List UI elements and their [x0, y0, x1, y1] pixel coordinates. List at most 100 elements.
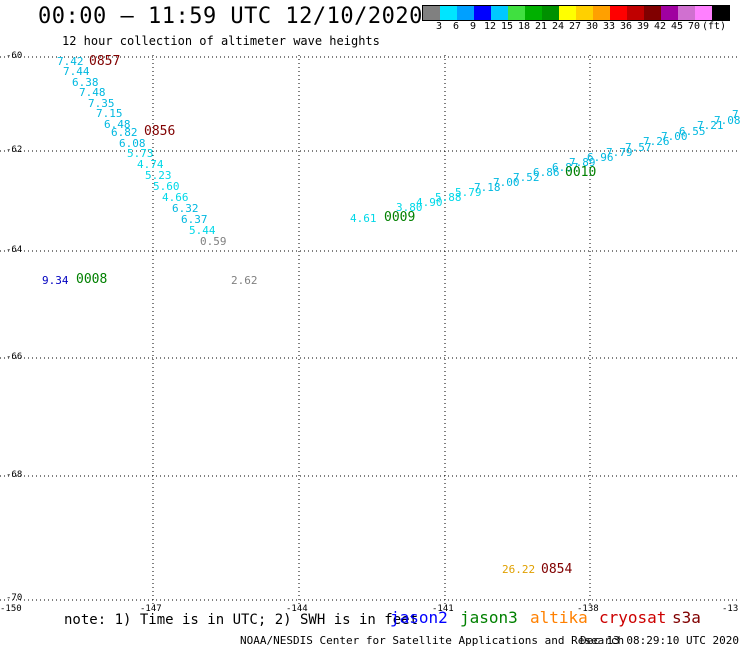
- swh-value: 7.18: [474, 181, 501, 194]
- swh-value: 5.79: [455, 186, 482, 199]
- map-subtitle: 12 hour collection of altimeter wave hei…: [62, 34, 380, 48]
- legend-label: 3: [435, 21, 443, 32]
- pass-time-label: 0856: [144, 124, 176, 139]
- swh-value: 6.08: [119, 137, 146, 150]
- swh-value: 5.44: [189, 224, 216, 237]
- lat-label: -68: [6, 470, 23, 480]
- legend-swatch: [678, 6, 695, 20]
- legend-label: 42: [653, 21, 667, 32]
- swh-value: 6.32: [172, 202, 199, 215]
- pass-time-label: 0009: [384, 210, 416, 225]
- lon-label: -13: [722, 604, 739, 614]
- swh-value: 7.42: [57, 55, 84, 68]
- legend-swatch: [440, 6, 457, 20]
- swh-value: 2.62: [231, 274, 258, 287]
- legend-label: 9: [469, 21, 477, 32]
- legend-swatch: [695, 6, 712, 20]
- swh-value: 7.52: [513, 171, 540, 184]
- lat-label: -70: [6, 593, 23, 603]
- lon-label: -141: [432, 604, 454, 614]
- lon-label: -147: [140, 604, 162, 614]
- map-title: 00:00 – 11:59 UTC 12/10/2020: [38, 4, 423, 29]
- legend-label: 12: [483, 21, 497, 32]
- lat-label: -64: [6, 245, 23, 255]
- satellite-legend-altika: altika: [530, 608, 588, 627]
- swh-value: 5.88: [435, 191, 462, 204]
- swh-value: 0.59: [200, 235, 227, 248]
- swh-value: 7.15: [96, 107, 123, 120]
- swh-value: 7.00: [661, 130, 688, 143]
- satellite-legend-jason2: jason2: [390, 608, 448, 627]
- pass-time-label: 0010: [565, 165, 597, 180]
- lat-label: -62: [6, 145, 23, 155]
- legend-label: 39: [636, 21, 650, 32]
- lon-label: -144: [286, 604, 308, 614]
- legend-swatch: [661, 6, 678, 20]
- swh-value: 7.79: [606, 146, 633, 159]
- swh-value: 6.82: [111, 126, 138, 139]
- satellite-legend-cryosat: cryosat: [599, 608, 667, 627]
- legend-swatch: [508, 6, 525, 20]
- legend-label: 30: [585, 21, 599, 32]
- credit-text: NOAA/NESDIS Center for Satellite Applica…: [240, 634, 625, 647]
- swh-value: 6.87: [552, 161, 579, 174]
- legend-swatch: [525, 6, 542, 20]
- pass-time-label: 0854: [541, 562, 573, 577]
- swh-value: 7.21: [697, 119, 724, 132]
- pass-time-label: 0857: [89, 54, 121, 69]
- swh-value: 6.86: [533, 166, 560, 179]
- swh-value: 7.35: [88, 97, 115, 110]
- swh-value: 4.74: [137, 158, 164, 171]
- swh-value: 5.73: [127, 147, 154, 160]
- swh-value: 6.55: [679, 125, 706, 138]
- legend-swatch: [542, 6, 559, 20]
- satellite-legend-s3a: s3a: [672, 608, 701, 627]
- legend-swatch: [627, 6, 644, 20]
- swh-value: 6.38: [72, 76, 99, 89]
- legend-label: 45: [670, 21, 684, 32]
- swh-value: 7.26: [643, 135, 670, 148]
- swh-value: 4.66: [162, 191, 189, 204]
- generated-timestamp: Dec 13 08:29:10 UTC 2020: [580, 634, 739, 647]
- swh-value: 7.44: [63, 65, 90, 78]
- swh-value: 7.57: [625, 141, 652, 154]
- swh-value: 4.61: [350, 212, 377, 225]
- legend-label: 21: [534, 21, 548, 32]
- swh-value: 7.00: [493, 176, 520, 189]
- swh-value: 6.37: [181, 213, 208, 226]
- swh-value: 6.48: [104, 118, 131, 131]
- legend-label: 15: [500, 21, 514, 32]
- legend-swatch: [474, 6, 491, 20]
- swh-value: 7: [732, 108, 739, 121]
- lat-label: -66: [6, 352, 23, 362]
- legend-swatch: [559, 6, 576, 20]
- footer-note: note: 1) Time is in UTC; 2) SWH is in fe…: [64, 612, 419, 628]
- legend-swatch: [423, 6, 440, 20]
- legend-label: 70: [687, 21, 701, 32]
- legend-swatch: [457, 6, 474, 20]
- swh-value: 7.48: [79, 86, 106, 99]
- legend-swatch: [491, 6, 508, 20]
- legend-label: (ft): [701, 21, 727, 32]
- legend-label: 6: [452, 21, 460, 32]
- legend-label: 27: [568, 21, 582, 32]
- legend-swatch: [593, 6, 610, 20]
- lat-label: -60: [6, 51, 23, 61]
- swh-value: 26.22: [502, 563, 536, 576]
- swh-value: 5.23: [145, 169, 172, 182]
- swh-value: 6.96: [587, 151, 614, 164]
- satellite-legend-jason3: jason3: [460, 608, 518, 627]
- pass-time-label: 0008: [76, 272, 108, 287]
- legend-label: 33: [602, 21, 616, 32]
- legend-swatch: [712, 6, 729, 20]
- color-legend-bar: [422, 5, 730, 21]
- legend-label: 24: [551, 21, 565, 32]
- legend-swatch: [576, 6, 593, 20]
- swh-value: 4.90: [416, 196, 443, 209]
- legend-label: 36: [619, 21, 633, 32]
- swh-value: 9.34: [42, 274, 69, 287]
- legend-label: 18: [517, 21, 531, 32]
- legend-swatch: [610, 6, 627, 20]
- lon-label: -138: [577, 604, 599, 614]
